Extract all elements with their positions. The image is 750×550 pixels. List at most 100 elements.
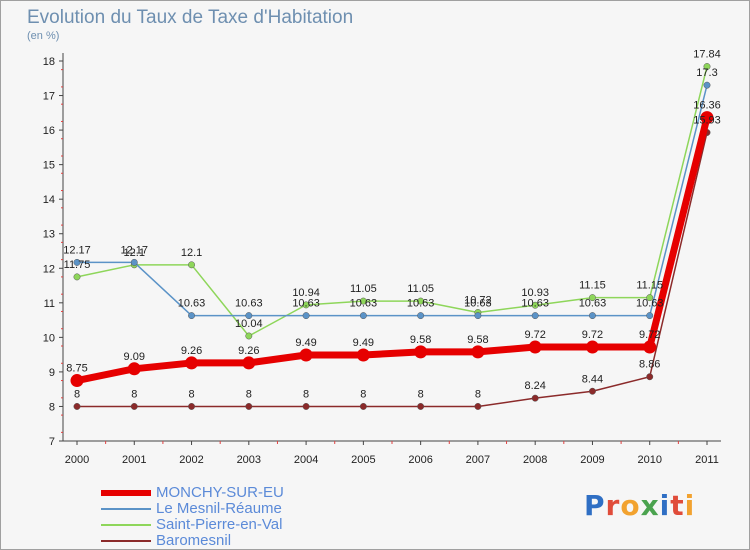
data-point bbox=[70, 374, 84, 388]
data-label: 9.26 bbox=[238, 345, 259, 357]
data-point bbox=[646, 312, 654, 320]
y-tick-label: 14 bbox=[43, 194, 55, 206]
logo-letter: t bbox=[670, 489, 685, 522]
data-label: 8.24 bbox=[524, 380, 545, 392]
data-label: 8 bbox=[303, 388, 309, 400]
data-point bbox=[646, 294, 654, 302]
chart-title: Evolution du Taux de Taxe d'Habitation bbox=[27, 7, 354, 28]
series-monchy-sur-eu bbox=[70, 111, 714, 388]
data-point bbox=[130, 403, 138, 410]
chart-unit: (en %) bbox=[27, 30, 60, 42]
x-tick-label: 2004 bbox=[294, 454, 318, 466]
data-point bbox=[703, 63, 711, 70]
data-point bbox=[245, 332, 253, 340]
x-tick-label: 2005 bbox=[351, 454, 375, 466]
logo-letter: x bbox=[640, 489, 660, 522]
data-label: 11.15 bbox=[636, 280, 663, 292]
series-saint-pierre-en-val bbox=[73, 63, 711, 340]
data-point bbox=[417, 297, 425, 305]
data-label: 17.3 bbox=[696, 67, 717, 79]
data-point bbox=[646, 373, 654, 381]
y-tick-label: 12 bbox=[43, 263, 55, 275]
data-point bbox=[703, 81, 711, 89]
y-tick-label: 10 bbox=[43, 332, 55, 344]
data-label: 12.1 bbox=[181, 247, 202, 259]
data-point bbox=[127, 362, 141, 376]
data-label: 12.17 bbox=[121, 244, 149, 256]
data-label: 10.63 bbox=[407, 298, 435, 310]
data-point bbox=[528, 340, 542, 354]
data-point bbox=[188, 312, 195, 320]
proxiti-logo: Proxiti bbox=[584, 489, 695, 522]
data-label: 8 bbox=[418, 388, 424, 400]
data-label: 9.49 bbox=[295, 337, 316, 349]
data-point bbox=[585, 340, 599, 354]
data-point bbox=[471, 345, 485, 359]
series-line bbox=[77, 85, 708, 317]
data-label: 10.93 bbox=[521, 287, 549, 299]
data-label: 16.36 bbox=[693, 100, 721, 112]
data-point bbox=[474, 312, 482, 320]
data-label: 9.49 bbox=[353, 337, 374, 349]
x-tick-label: 2006 bbox=[408, 454, 432, 466]
data-label: 17.84 bbox=[693, 49, 721, 61]
data-label: 12.1 bbox=[124, 247, 145, 259]
data-labels: 8 8 8 8 8 8 8 8 8.24 8.44 8.86 15.93 11.75 12.1 12.1 10… bbox=[63, 49, 721, 401]
y-tick-label: 17 bbox=[43, 91, 55, 103]
data-point bbox=[356, 348, 370, 362]
data-point bbox=[188, 261, 195, 269]
data-point bbox=[73, 258, 81, 266]
data-label: 11.05 bbox=[407, 283, 434, 295]
x-tick-label: 2009 bbox=[580, 454, 604, 466]
series-le-mesnil-r-aume bbox=[73, 81, 711, 320]
data-point bbox=[299, 348, 313, 362]
data-point bbox=[73, 403, 81, 410]
series-layer bbox=[70, 63, 714, 410]
data-point bbox=[245, 312, 253, 320]
data-label: 8 bbox=[475, 388, 481, 400]
data-point bbox=[302, 403, 310, 410]
legend-swatch bbox=[101, 508, 151, 510]
data-label: 8 bbox=[246, 388, 252, 400]
x-tick-label: 2001 bbox=[122, 454, 146, 466]
data-point bbox=[242, 356, 256, 370]
data-label: 8.86 bbox=[639, 359, 660, 371]
data-label: 9.09 bbox=[124, 351, 145, 363]
data-label: 8 bbox=[360, 388, 366, 400]
data-point bbox=[245, 403, 253, 410]
y-tick-label: 18 bbox=[43, 56, 55, 68]
x-tick-label: 2010 bbox=[637, 454, 661, 466]
y-tick-label: 13 bbox=[43, 229, 55, 241]
logo-letter: r bbox=[605, 489, 621, 522]
data-label: 10.63 bbox=[292, 298, 320, 310]
data-point bbox=[531, 301, 539, 309]
x-tick-label: 2008 bbox=[523, 454, 547, 466]
data-label: 15.93 bbox=[693, 115, 721, 127]
series-baromesnil bbox=[73, 129, 711, 410]
legend-label: Le Mesnil-Réaume bbox=[156, 500, 282, 517]
series-line bbox=[76, 116, 711, 384]
y-tick-label: 7 bbox=[49, 436, 55, 448]
data-point bbox=[531, 394, 539, 402]
data-label: 9.58 bbox=[467, 334, 488, 346]
x-tick-label: 2000 bbox=[65, 454, 89, 466]
series-line bbox=[77, 132, 708, 408]
x-tick-label: 2003 bbox=[237, 454, 261, 466]
data-point bbox=[130, 258, 138, 266]
y-tick-label: 15 bbox=[43, 160, 55, 172]
legend-label: MONCHY-SUR-EU bbox=[156, 484, 284, 501]
data-label: 9.72 bbox=[639, 329, 660, 341]
data-label: 9.26 bbox=[181, 345, 202, 357]
x-tick-label: 2002 bbox=[179, 454, 203, 466]
data-label: 8 bbox=[131, 388, 137, 400]
y-tick-label: 9 bbox=[49, 367, 55, 379]
legend-swatch bbox=[101, 490, 151, 496]
data-point bbox=[417, 312, 425, 320]
data-label: 10.94 bbox=[292, 287, 320, 299]
data-label: 8.44 bbox=[582, 373, 603, 385]
data-point bbox=[359, 312, 367, 320]
data-label: 8 bbox=[188, 388, 194, 400]
data-label: 8.75 bbox=[66, 363, 87, 375]
